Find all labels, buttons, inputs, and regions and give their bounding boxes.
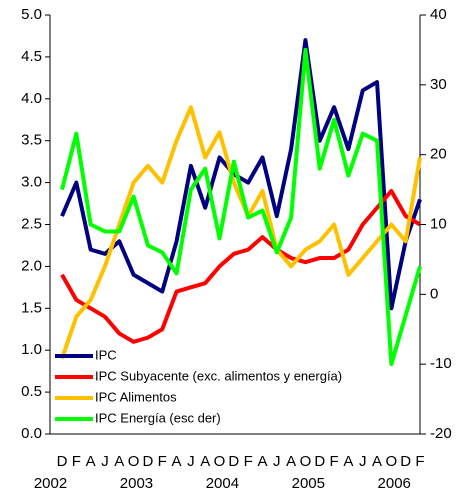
x-tick-label: O [214, 453, 226, 470]
legend-label: IPC Subyacente (exc. alimentos y energía… [95, 368, 342, 383]
series-line [60, 38, 422, 311]
x-tick-label: J [187, 453, 195, 470]
y-tick-label: 1.5 [21, 299, 42, 316]
y-tick-label: 2.0 [21, 257, 42, 274]
x-tick-label: A [343, 453, 353, 470]
y-tick-label: 3.0 [21, 174, 42, 191]
y2-tick-label: -10 [430, 355, 452, 372]
x-tick-label: J [101, 453, 109, 470]
year-label: 2006 [378, 475, 411, 492]
year-label: 2005 [292, 475, 325, 492]
y-tick-label: 4.0 [21, 90, 42, 107]
x-tick-label: A [200, 453, 210, 470]
x-tick-label: D [57, 453, 68, 470]
y2-tick-label: 0 [430, 285, 438, 302]
x-tick-label: F [158, 453, 167, 470]
x-tick-label: A [372, 453, 382, 470]
legend-label: IPC Energía (esc der) [95, 410, 221, 425]
y2-tick-label: 40 [430, 6, 447, 23]
x-tick-label: O [128, 453, 140, 470]
x-tick-label: D [314, 453, 325, 470]
year-label: 2002 [34, 475, 67, 492]
series-line [60, 47, 422, 367]
y-tick-label: 1.0 [21, 341, 42, 358]
x-tick-label: O [386, 453, 398, 470]
x-tick-label: D [142, 453, 153, 470]
y2-tick-label: 30 [430, 76, 447, 93]
y-tick-label: 3.5 [21, 132, 42, 149]
x-tick-label: A [286, 453, 296, 470]
year-label: 2004 [206, 475, 239, 492]
x-tick-label: F [415, 453, 424, 470]
x-tick-label: F [72, 453, 81, 470]
x-tick-label: D [228, 453, 239, 470]
legend-label: IPC Alimentos [95, 389, 177, 404]
x-tick-label: A [86, 453, 96, 470]
year-label: 2003 [120, 475, 153, 492]
x-tick-label: D [400, 453, 411, 470]
series-line [60, 105, 422, 360]
y2-tick-label: 10 [430, 215, 447, 232]
x-tick-label: A [257, 453, 267, 470]
x-tick-label: F [244, 453, 253, 470]
x-tick-label: J [273, 453, 281, 470]
x-tick-label: J [359, 453, 367, 470]
x-tick-label: O [300, 453, 312, 470]
y-tick-label: 2.5 [21, 215, 42, 232]
series-line [60, 188, 422, 344]
y2-tick-label: -20 [430, 425, 452, 442]
y2-tick-label: 20 [430, 146, 447, 163]
x-tick-label: A [172, 453, 182, 470]
y-tick-label: 5.0 [21, 6, 42, 23]
legend-label: IPC [95, 347, 117, 362]
x-tick-label: A [114, 453, 124, 470]
y-tick-label: 0.5 [21, 383, 42, 400]
y-tick-label: 4.5 [21, 48, 42, 65]
y-tick-label: 0.0 [21, 425, 42, 442]
x-tick-label: F [329, 453, 338, 470]
